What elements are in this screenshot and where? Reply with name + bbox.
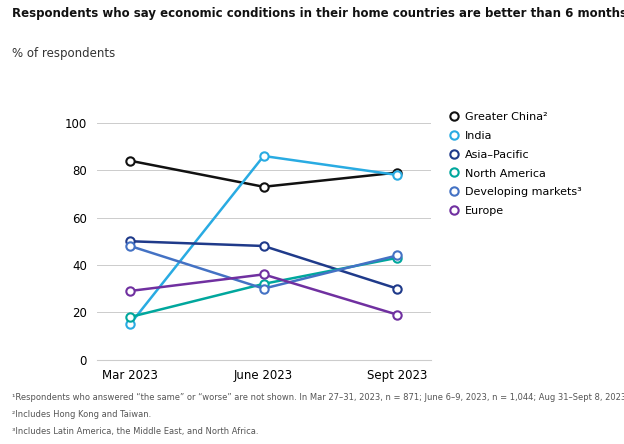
Text: % of respondents: % of respondents: [12, 47, 115, 59]
Text: ²Includes Hong Kong and Taiwan.: ²Includes Hong Kong and Taiwan.: [12, 410, 152, 419]
Text: ³Includes Latin America, the Middle East, and North Africa.: ³Includes Latin America, the Middle East…: [12, 427, 259, 436]
Legend: Greater China², India, Asia–Pacific, North America, Developing markets³, Europe: Greater China², India, Asia–Pacific, Nor…: [449, 111, 582, 216]
Text: Respondents who say economic conditions in their home countries are better than : Respondents who say economic conditions …: [12, 7, 624, 20]
Text: ¹Respondents who answered “the same” or “worse” are not shown. In Mar 27–31, 202: ¹Respondents who answered “the same” or …: [12, 393, 624, 402]
